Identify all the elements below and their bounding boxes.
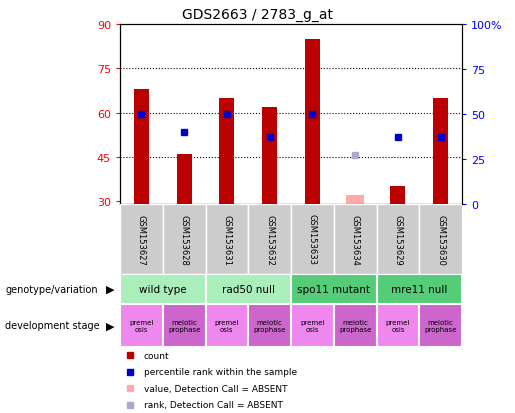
Text: GSM153627: GSM153627 — [137, 214, 146, 265]
Text: rank, Detection Call = ABSENT: rank, Detection Call = ABSENT — [144, 400, 283, 409]
Bar — [376, 274, 462, 304]
Text: GSM153629: GSM153629 — [393, 214, 402, 265]
Text: premei
osis: premei osis — [215, 319, 239, 332]
Bar — [433, 99, 448, 204]
Text: genotype/variation: genotype/variation — [5, 284, 98, 294]
Text: meiotic
prophase: meiotic prophase — [168, 319, 200, 332]
Bar — [205, 304, 248, 347]
Bar — [291, 204, 334, 274]
Text: GSM153630: GSM153630 — [436, 214, 445, 265]
Bar — [120, 274, 205, 304]
Bar — [219, 99, 234, 204]
Text: rad50 null: rad50 null — [222, 284, 274, 294]
Text: GDS2663 / 2783_g_at: GDS2663 / 2783_g_at — [182, 8, 333, 22]
Text: meiotic
prophase: meiotic prophase — [424, 319, 457, 332]
Text: development stage: development stage — [5, 321, 100, 331]
Bar — [346, 196, 364, 204]
Text: GSM153632: GSM153632 — [265, 214, 274, 265]
Text: mre11 null: mre11 null — [391, 284, 448, 294]
Text: meiotic
prophase: meiotic prophase — [253, 319, 286, 332]
Bar — [163, 304, 205, 347]
Text: premei
osis: premei osis — [300, 319, 324, 332]
Text: premei
osis: premei osis — [386, 319, 410, 332]
Bar — [262, 107, 277, 204]
Text: GSM153628: GSM153628 — [180, 214, 188, 265]
Bar — [291, 304, 334, 347]
Text: GSM153634: GSM153634 — [351, 214, 359, 265]
Bar — [177, 154, 192, 204]
Text: GSM153633: GSM153633 — [308, 214, 317, 265]
Bar — [248, 204, 291, 274]
Bar — [163, 204, 205, 274]
Bar — [205, 204, 248, 274]
Bar — [291, 274, 376, 304]
Text: premei
osis: premei osis — [129, 319, 153, 332]
Text: ▶: ▶ — [107, 284, 115, 294]
Bar — [120, 304, 163, 347]
Bar — [376, 304, 419, 347]
Bar — [134, 90, 149, 204]
Bar — [205, 274, 291, 304]
Bar — [390, 187, 405, 204]
Bar — [120, 204, 163, 274]
Bar — [419, 204, 462, 274]
Text: GSM153631: GSM153631 — [222, 214, 231, 265]
Bar — [419, 304, 462, 347]
Bar — [376, 204, 419, 274]
Text: spo11 mutant: spo11 mutant — [297, 284, 370, 294]
Bar — [305, 40, 320, 204]
Text: meiotic
prophase: meiotic prophase — [339, 319, 371, 332]
Bar — [334, 204, 376, 274]
Bar — [248, 304, 291, 347]
Bar — [334, 304, 376, 347]
Text: count: count — [144, 351, 169, 360]
Text: value, Detection Call = ABSENT: value, Detection Call = ABSENT — [144, 384, 287, 393]
Text: percentile rank within the sample: percentile rank within the sample — [144, 367, 297, 376]
Text: wild type: wild type — [139, 284, 186, 294]
Text: ▶: ▶ — [107, 321, 115, 331]
